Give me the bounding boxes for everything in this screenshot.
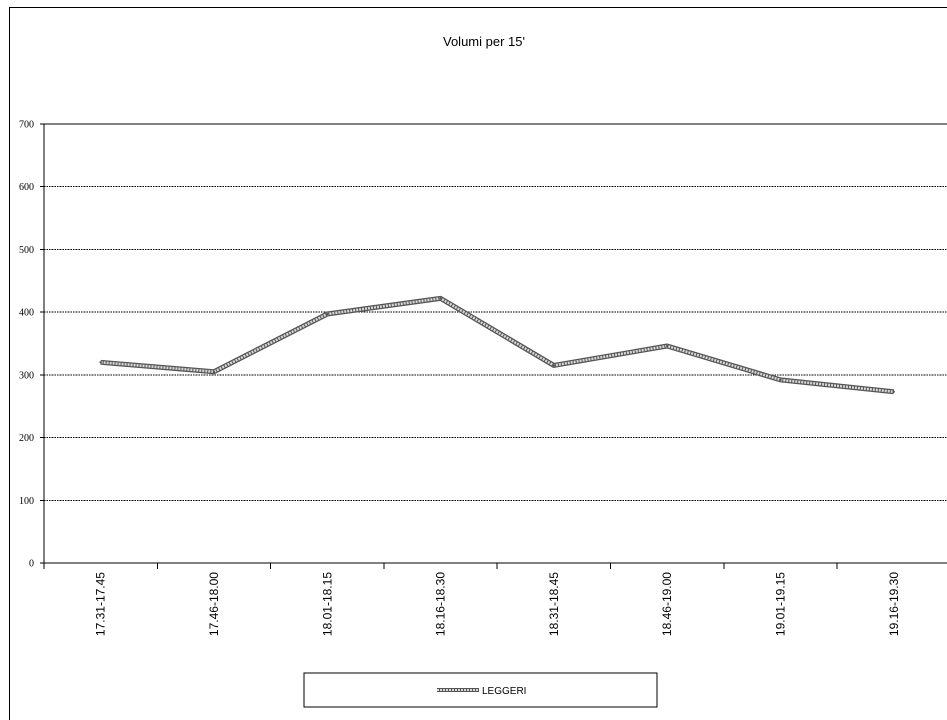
chart-title: Volumi per 15' (443, 34, 525, 49)
series-line-inner-leggeri (100, 297, 894, 394)
y-tick-label-600: 600 (19, 182, 34, 193)
x-tick-label-5: 18.46-19.00 (660, 572, 674, 636)
y-tick-label-700: 700 (19, 120, 34, 131)
x-tick-label-2: 18.01-18.15 (320, 572, 334, 636)
y-tick-label-200: 200 (19, 433, 34, 444)
x-tick-label-1: 17.46-18.00 (207, 572, 221, 636)
data-point-7 (892, 390, 895, 393)
legend-box (303, 672, 658, 708)
y-tick-label-100: 100 (19, 496, 34, 507)
data-point-4 (552, 364, 556, 367)
y-tick-label-300: 300 (19, 370, 34, 381)
x-tick-label-7: 19.16-19.30 (887, 572, 901, 636)
y-tick-label-500: 500 (19, 245, 34, 256)
legend: LEGGERI (303, 672, 658, 708)
x-tick-label-4: 18.31-18.45 (547, 572, 561, 636)
x-tick-label-0: 17.31-17.45 (94, 572, 108, 636)
x-tick-label-6: 19.01-19.15 (773, 572, 787, 636)
chart-frame (9, 7, 947, 720)
x-tick-label-3: 18.16-18.30 (434, 572, 448, 636)
legend-label-leggeri: LEGGERI (482, 686, 526, 697)
data-point-6 (779, 378, 782, 382)
data-point-5 (665, 344, 669, 348)
y-tick-label-400: 400 (19, 308, 34, 319)
axes (40, 123, 947, 569)
data-point-0 (99, 361, 102, 364)
data-point-1 (212, 370, 216, 373)
series-lines (99, 295, 895, 395)
y-tick-label-0: 0 (29, 559, 34, 570)
data-point-3 (439, 297, 442, 300)
grid-lines (44, 123, 947, 501)
data-point-2 (326, 312, 329, 316)
y-tick-labels: 0 100 200 300 400 500 600 700 (19, 120, 34, 570)
x-tick-labels: 17.31-17.45 17.46-18.00 18.01-18.15 18.16-1… (94, 572, 901, 636)
